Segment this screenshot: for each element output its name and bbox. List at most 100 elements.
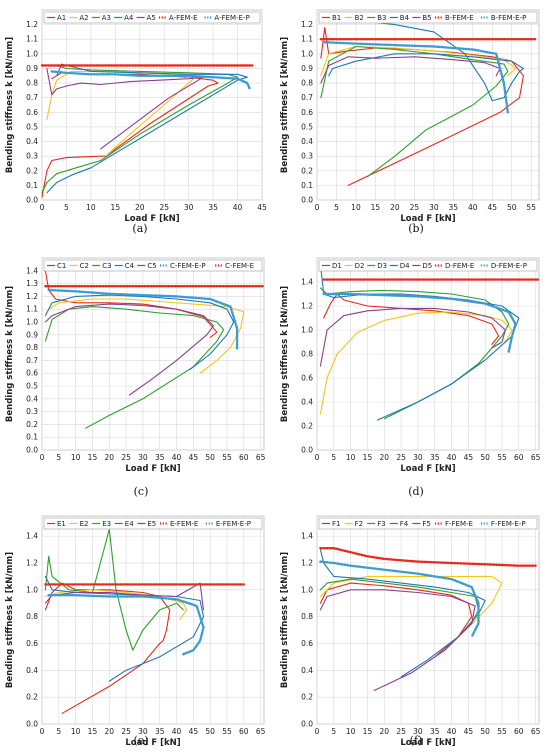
x-tick-label: 30 (138, 453, 148, 462)
chart-panel-1: 0 5 10 15 20 25 30 35 40 45 50 55 0.0 0.1 0.2 0.3 0.4 0.5… (280, 9, 540, 235)
legend-box (318, 259, 538, 272)
series-line-F1 (319, 582, 473, 658)
x-axis-title: Load F [kN] (400, 464, 455, 474)
y-tick-label: 0.2 (301, 693, 313, 702)
y-tick-label: 1.0 (26, 585, 38, 594)
y-tick-label: 0.6 (301, 639, 313, 648)
y-tick-label: 0.4 (26, 137, 38, 146)
panel-caption: (c) (134, 485, 149, 498)
y-tick-label: 1.0 (301, 326, 313, 335)
legend-label-D-FEM-E: D-FEM-E (445, 262, 474, 270)
panel-caption: (a) (132, 222, 147, 235)
y-tick-label: 0.1 (26, 433, 38, 442)
x-tick-label: 5 (331, 727, 336, 736)
y-tick-label: 0.2 (301, 422, 313, 431)
x-tick-label: 35 (208, 203, 218, 212)
x-tick-label: 35 (449, 203, 459, 212)
series-line-F-FEM-E-P (319, 560, 480, 638)
x-tick-label: 50 (507, 203, 517, 212)
panel-caption: (e) (133, 734, 148, 747)
x-tick-label: 60 (239, 727, 249, 736)
legend-label-F3: F3 (377, 520, 385, 528)
legend: F1 F2 F3 F4 F5 F-FEM-E F-FEM-E-P (318, 517, 538, 530)
y-axis-title: Bending stiffness k [kN/mm] (280, 286, 290, 422)
x-tick-label: 60 (514, 453, 524, 462)
y-tick-label: 0.6 (26, 639, 38, 648)
x-tick-label: 45 (189, 453, 199, 462)
x-tick-label: 25 (159, 203, 169, 212)
series-line-C-FEM-E-P (47, 288, 239, 352)
legend-label-E2: E2 (80, 520, 89, 528)
legend-label-F5: F5 (422, 520, 430, 528)
x-tick-label: 25 (410, 203, 420, 212)
y-tick-label: 0.2 (26, 420, 38, 429)
plot-area (41, 515, 265, 725)
legend: A1 A2 A3 A4 A5 A-FEM-E A-FEM-E-P (43, 11, 261, 24)
y-axis-title: Bending stiffness k [kN/mm] (5, 552, 15, 688)
series-line-C4 (44, 294, 235, 370)
legend: E1 E2 E3 E4 E5 E-FEM-E E-FEM-E-P (43, 517, 263, 530)
y-tick-label: 0.2 (301, 166, 313, 175)
y-tick-label: 0.9 (26, 330, 38, 339)
x-tick-label: 55 (497, 727, 507, 736)
y-tick-label: 0.3 (26, 152, 38, 161)
x-tick-label: 0 (315, 203, 320, 212)
x-tick-label: 40 (233, 203, 243, 212)
x-tick-label: 40 (447, 727, 457, 736)
y-tick-label: 0.3 (26, 407, 38, 416)
series-line-E2 (44, 589, 188, 620)
legend-label-A3: A3 (102, 14, 111, 22)
panel-caption: (d) (408, 485, 424, 498)
x-tick-label: 25 (121, 727, 131, 736)
y-tick-label: 1.2 (26, 292, 38, 301)
y-tick-label: 1.0 (26, 318, 38, 327)
legend-label-E-FEM-E: E-FEM-E (170, 520, 198, 528)
series-line-F-FEM-E (319, 547, 537, 567)
legend-label-B5: B5 (422, 14, 431, 22)
x-tick-label: 20 (135, 203, 145, 212)
y-tick-label: 0.8 (301, 612, 313, 621)
y-tick-label: 0.6 (301, 108, 313, 117)
series-line-E3 (44, 528, 184, 651)
y-tick-label: 0.0 (301, 196, 313, 205)
y-tick-label: 0.0 (26, 196, 38, 205)
x-tick-label: 0 (40, 203, 45, 212)
legend-label-C1: C1 (57, 262, 66, 270)
x-tick-label: 40 (468, 203, 478, 212)
y-tick-label: 1.4 (26, 532, 38, 541)
x-tick-label: 15 (363, 727, 373, 736)
y-tick-label: 0.0 (26, 720, 38, 729)
y-tick-label: 1.1 (26, 305, 38, 314)
x-tick-label: 5 (334, 203, 339, 212)
y-tick-label: 0.6 (26, 369, 38, 378)
plot-area (316, 9, 540, 201)
legend-label-A5: A5 (147, 14, 156, 22)
series-line-C3 (44, 306, 225, 429)
series-line-D-FEM-E-P (322, 292, 517, 353)
y-tick-label: 0.4 (26, 394, 38, 403)
y-tick-label: 0.8 (26, 79, 38, 88)
series-line-A4 (46, 63, 248, 194)
y-tick-label: 1.0 (301, 585, 313, 594)
y-tick-label: 1.2 (301, 20, 313, 29)
series-line-B3 (320, 45, 509, 178)
legend-label-E5: E5 (147, 520, 156, 528)
x-tick-label: 5 (56, 453, 61, 462)
legend-label-E-FEM-E-P: E-FEM-E-P (216, 520, 251, 528)
x-tick-label: 65 (531, 453, 541, 462)
chart-panel-3: 0 5 10 15 20 25 30 35 40 45 50 55 60 65 0.0 0.2 0.4 0.6 0.… (280, 257, 541, 498)
x-tick-label: 60 (239, 453, 249, 462)
legend-label-D2: D2 (355, 262, 365, 270)
y-tick-label: 0.7 (301, 93, 313, 102)
legend-label-A-FEM-E-P: A-FEM-E-P (214, 14, 249, 22)
legend-box (43, 11, 261, 24)
legend-label-D3: D3 (377, 262, 387, 270)
x-tick-label: 25 (121, 453, 131, 462)
y-tick-label: 1.4 (301, 278, 313, 287)
x-tick-label: 45 (464, 453, 474, 462)
x-tick-label: 5 (56, 727, 61, 736)
series-line-D5 (319, 307, 506, 367)
series-line-B-FEM-E-P (323, 41, 509, 114)
series-line-C2 (48, 298, 245, 374)
